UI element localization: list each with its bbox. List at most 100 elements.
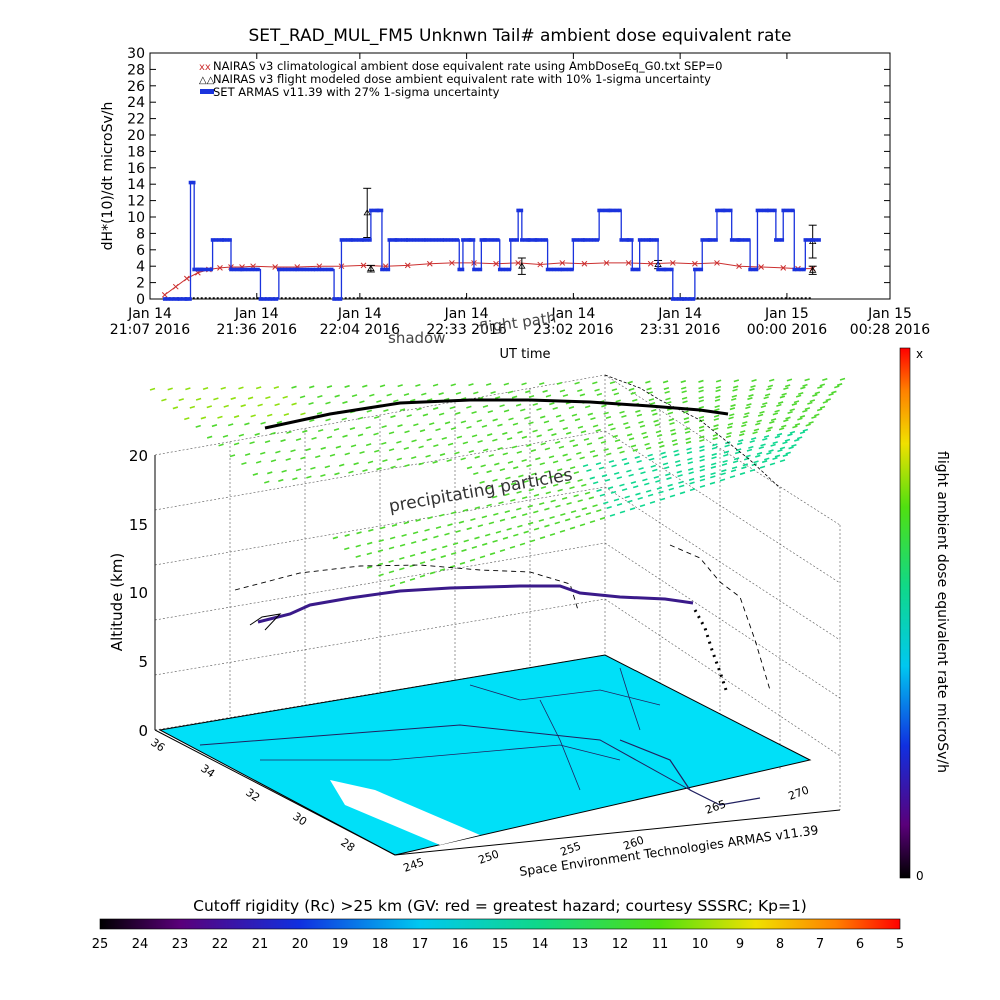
particle-mark xyxy=(786,378,793,382)
particle-mark xyxy=(662,380,669,384)
armas-point xyxy=(766,208,771,213)
particle-mark xyxy=(404,430,410,434)
particle-mark xyxy=(222,434,229,438)
particle-mark xyxy=(455,391,462,395)
particle-mark xyxy=(325,418,331,422)
particle-mark xyxy=(432,460,438,464)
particle-mark xyxy=(382,459,388,463)
armas-point xyxy=(497,267,502,272)
armas-point xyxy=(350,238,355,242)
armas-point xyxy=(405,238,410,242)
particle-mark xyxy=(812,393,818,397)
particle-mark xyxy=(649,500,656,504)
particle-mark xyxy=(647,453,653,457)
particle-mark xyxy=(638,420,644,424)
particle-mark xyxy=(376,467,382,471)
particle-mark xyxy=(787,433,793,437)
particle-mark xyxy=(634,455,640,459)
armas-point xyxy=(192,267,196,272)
particle-mark xyxy=(195,424,201,428)
particle-mark xyxy=(230,396,236,400)
x-tick-label-date: Jan 14 xyxy=(337,306,382,322)
armas-point xyxy=(682,297,686,301)
particle-mark xyxy=(613,471,620,475)
clim-point xyxy=(714,260,720,266)
particle-mark xyxy=(519,542,526,546)
particle-mark xyxy=(264,480,270,484)
particle-mark xyxy=(466,527,472,531)
y-tick-label: 28 xyxy=(127,62,145,78)
flight-shadow xyxy=(234,564,579,611)
legend-marker-nairas-flight: △△ xyxy=(199,75,215,86)
particle-mark xyxy=(565,431,572,435)
particle-mark xyxy=(545,394,552,398)
particle-mark xyxy=(741,466,747,470)
particle-mark xyxy=(460,457,466,461)
clim-point xyxy=(692,260,698,267)
particle-mark xyxy=(814,413,820,417)
particle-mark xyxy=(538,518,545,522)
armas-point xyxy=(814,238,818,242)
particle-mark xyxy=(802,409,808,413)
armas-point xyxy=(699,267,704,272)
armas-point xyxy=(817,238,821,242)
armas-point xyxy=(810,238,815,242)
particle-mark xyxy=(489,552,496,556)
armas-point xyxy=(700,238,705,242)
particle-mark xyxy=(217,415,223,419)
particle-mark xyxy=(547,428,553,432)
particle-mark xyxy=(516,507,522,511)
armas-point xyxy=(293,267,297,272)
clim-point xyxy=(172,283,179,290)
particle-mark xyxy=(611,464,617,468)
particle-mark xyxy=(310,466,316,470)
armas-point xyxy=(433,238,438,242)
particle-mark xyxy=(721,463,728,467)
particle-mark xyxy=(768,449,774,453)
particle-mark xyxy=(492,539,498,543)
bottom-colorbar-tick-label: 20 xyxy=(292,937,309,952)
particle-mark xyxy=(551,433,557,437)
particle-mark xyxy=(699,468,706,472)
particle-mark xyxy=(561,473,567,477)
particle-mark xyxy=(659,444,665,448)
particle-mark xyxy=(353,462,359,466)
x-tick-label-time: 21:07 2016 xyxy=(110,322,191,338)
particle-mark xyxy=(309,385,315,389)
particle-mark xyxy=(756,451,763,455)
clim-point xyxy=(360,262,367,269)
particle-mark xyxy=(206,405,213,409)
armas-point xyxy=(504,267,508,272)
particle-mark xyxy=(178,398,184,402)
particle-mark xyxy=(774,409,780,413)
x-tick-label-time: 22:33 2016 xyxy=(426,322,507,338)
particle-mark xyxy=(482,542,488,546)
clim-point xyxy=(758,264,764,270)
particle-mark xyxy=(723,450,730,454)
particle-mark xyxy=(759,410,765,414)
particle-mark xyxy=(366,541,373,545)
flight-point xyxy=(367,264,375,272)
particle-mark xyxy=(744,412,750,416)
particle-mark xyxy=(721,469,727,473)
particle-mark xyxy=(438,392,444,396)
particle-mark xyxy=(604,478,611,482)
particle-mark xyxy=(526,443,532,447)
particle-mark xyxy=(447,442,454,446)
particle-mark xyxy=(609,381,616,385)
particle-mark xyxy=(581,483,587,487)
particle-mark xyxy=(648,398,655,402)
armas-point xyxy=(552,267,556,272)
armas-point xyxy=(225,238,229,242)
particle-mark xyxy=(763,396,769,400)
particle-mark xyxy=(751,379,757,383)
particle-mark xyxy=(421,392,427,396)
armas-point xyxy=(780,238,785,242)
particle-mark xyxy=(511,445,518,449)
particle-mark xyxy=(409,553,416,557)
particle-mark xyxy=(819,383,826,387)
particle-mark xyxy=(306,475,312,479)
particle-mark xyxy=(698,386,704,390)
particle-mark xyxy=(779,459,786,463)
armas-point xyxy=(461,238,465,242)
